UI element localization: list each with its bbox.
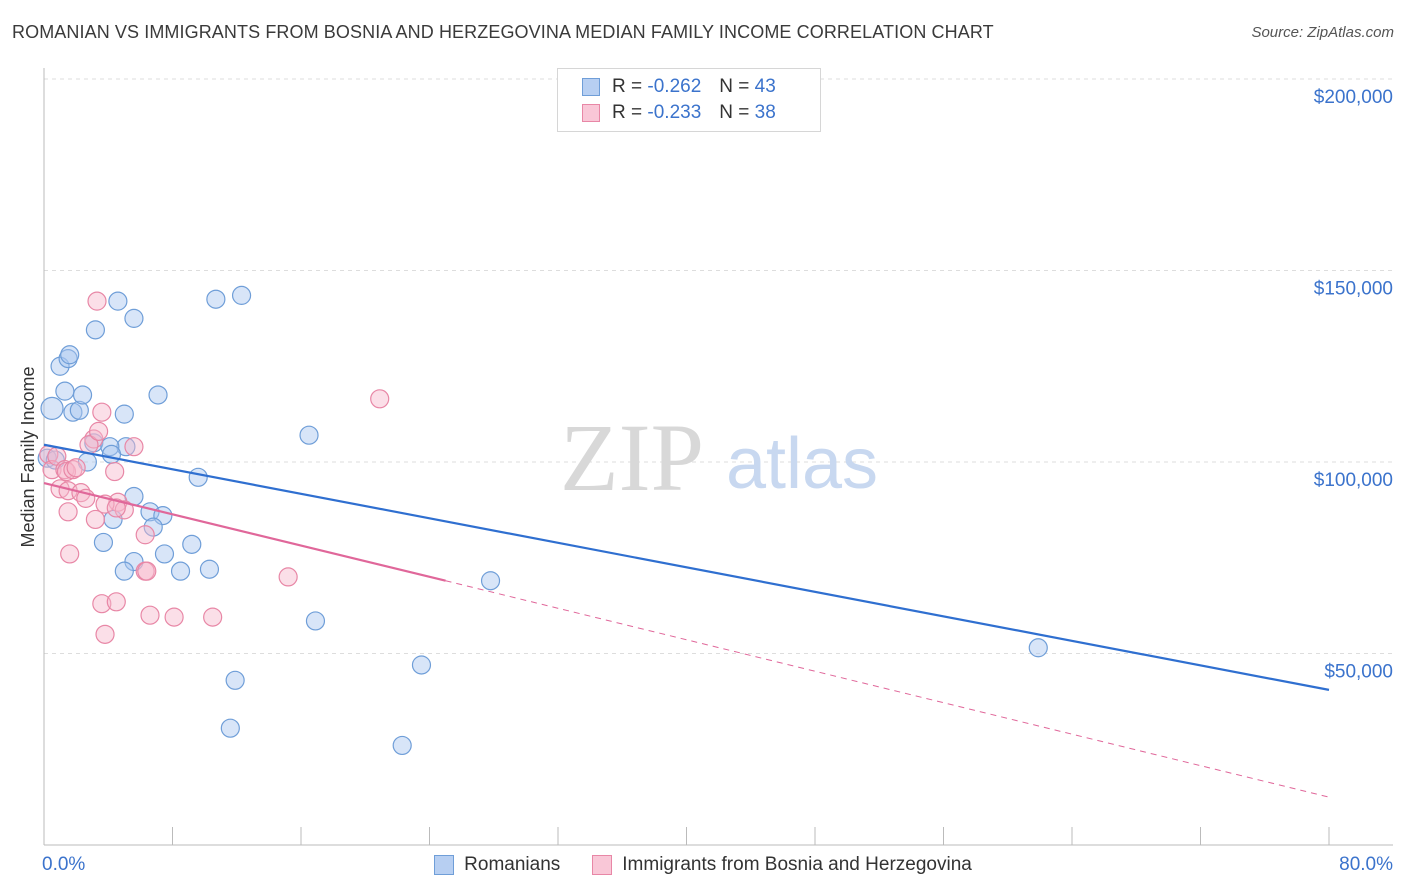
point-s1-15: [114, 404, 134, 424]
watermark-atlas: atlas: [726, 424, 878, 504]
point-s1-3: [60, 345, 80, 365]
point-s1-25: [93, 532, 114, 553]
points-series-1: [37, 285, 1048, 756]
swatch-pink: [582, 104, 600, 122]
swatch-blue: [582, 78, 600, 96]
point-s2-24: [60, 544, 80, 564]
legend-swatch-pink: [592, 855, 613, 875]
legend-swatch-blue: [434, 855, 455, 875]
y-tick-label-3: $200,000: [1314, 87, 1393, 108]
trend-lines: [43, 443, 1330, 798]
point-s1-12: [85, 320, 106, 340]
point-s1-16: [148, 385, 168, 405]
point-s2-23: [135, 525, 155, 545]
y-axis-label: Median Family Income: [18, 366, 38, 547]
trend-line-1: [43, 481, 446, 582]
series-legend: Romanians Immigrants from Bosnia and Her…: [0, 852, 1406, 878]
chart-title: ROMANIAN VS IMMIGRANTS FROM BOSNIA AND H…: [12, 22, 994, 42]
point-s1-33: [206, 289, 226, 309]
point-s1-13: [108, 291, 128, 311]
point-s2-33: [278, 567, 298, 587]
point-s2-14: [89, 421, 109, 441]
stats-row-bosnia: R = -0.233 N = 38: [582, 100, 776, 126]
point-s2-21: [85, 509, 106, 530]
point-s1-37: [480, 571, 501, 591]
legend-item-romanians[interactable]: Romanians: [434, 854, 560, 876]
point-s2-32: [95, 624, 115, 644]
stats-legend: R = -0.262 N = 43 R = -0.233 N = 38: [557, 68, 821, 132]
point-s2-29: [140, 605, 160, 625]
point-s1-19: [101, 444, 122, 464]
point-s1-7: [72, 385, 93, 405]
grid-lines: [44, 78, 1393, 654]
point-s1-32: [188, 467, 208, 487]
n-label: N =: [719, 102, 750, 123]
point-s1-4: [55, 381, 75, 401]
r-value: -0.233: [647, 102, 702, 123]
point-s1-0: [40, 396, 64, 420]
point-s2-31: [203, 607, 223, 627]
n-value: 43: [754, 76, 776, 97]
n-value: 38: [754, 102, 776, 123]
source-label: Source: ZipAtlas.com: [1251, 24, 1394, 41]
r-value: -0.262: [647, 76, 702, 97]
point-s2-15: [124, 437, 144, 457]
watermark-zip: ZIP: [560, 404, 704, 511]
y-tick-label-0: $50,000: [1324, 662, 1393, 683]
x-tick-label-0: 0.0%: [42, 854, 85, 875]
point-s1-35: [299, 425, 319, 445]
point-s1-31: [199, 559, 220, 579]
n-label: N =: [719, 76, 750, 97]
point-s2-28: [106, 592, 126, 612]
point-s2-10: [58, 502, 78, 522]
x-tick-labels: 0.0% 80.0%: [42, 854, 1393, 875]
point-s1-42: [1028, 638, 1048, 658]
x-tick-label-1: 80.0%: [1339, 854, 1393, 875]
point-s1-34: [231, 285, 252, 305]
point-s2-35: [87, 291, 107, 311]
point-s2-13: [92, 402, 112, 422]
trend-line-0: [43, 443, 1330, 691]
point-s2-26: [137, 561, 157, 581]
point-s1-38: [411, 655, 432, 675]
y-tick-label-1: $100,000: [1314, 470, 1393, 491]
points-series-2: [39, 291, 390, 644]
r-label: R =: [612, 102, 643, 123]
point-s1-14: [124, 308, 144, 328]
point-s2-5: [63, 460, 83, 480]
y-tick-labels: $50,000 $100,000 $150,000 $200,000: [1314, 87, 1393, 683]
point-s2-20: [114, 500, 134, 520]
point-s1-39: [225, 670, 245, 690]
stats-row-romanians: R = -0.262 N = 43: [582, 74, 776, 100]
point-s2-27: [92, 594, 112, 614]
axes: [43, 68, 1393, 846]
point-s1-40: [220, 718, 240, 738]
legend-item-bosnia[interactable]: Immigrants from Bosnia and Herzegovina: [592, 854, 972, 876]
point-s2-6: [66, 458, 86, 478]
point-s1-24: [143, 517, 163, 537]
r-label: R =: [612, 76, 643, 97]
point-s1-41: [392, 735, 412, 756]
trend-line-2: [445, 580, 1330, 798]
legend-label-bosnia: Immigrants from Bosnia and Herzegovina: [622, 854, 972, 875]
point-s2-22: [106, 498, 126, 518]
point-s2-30: [164, 607, 184, 627]
point-s1-6: [69, 400, 89, 420]
point-s1-29: [114, 561, 134, 581]
point-s1-30: [170, 561, 191, 581]
point-s1-28: [182, 534, 202, 554]
legend-label-romanians: Romanians: [464, 854, 561, 875]
watermark: ZIP atlas: [560, 404, 878, 511]
point-s1-27: [154, 544, 175, 564]
point-s1-36: [305, 611, 326, 631]
y-tick-label-2: $150,000: [1314, 279, 1393, 300]
point-s2-34: [370, 389, 390, 409]
point-s2-16: [105, 461, 125, 482]
point-s1-18: [100, 437, 120, 457]
